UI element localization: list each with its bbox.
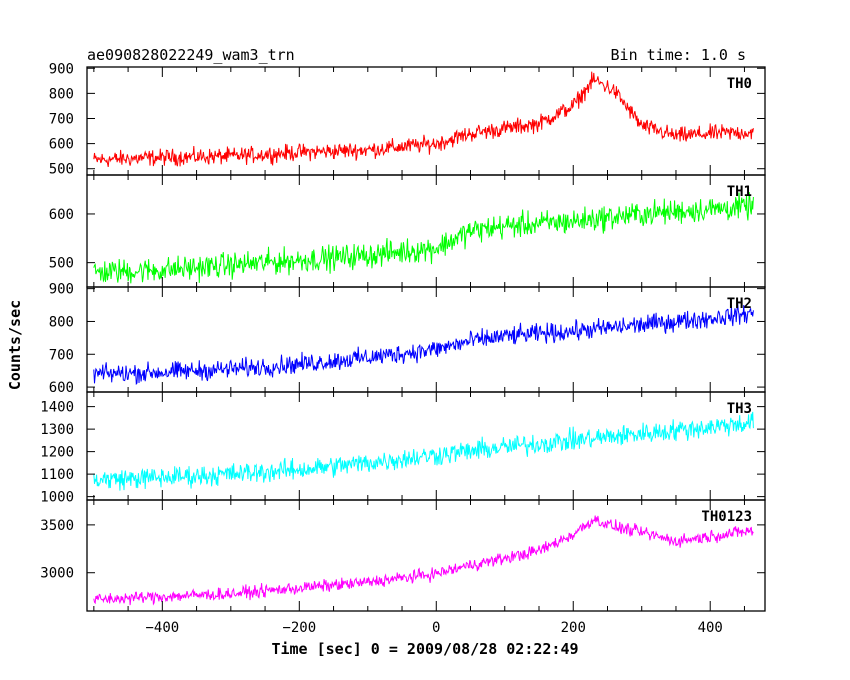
series-line-th0 (93, 71, 754, 167)
x-tick-label: 400 (698, 620, 723, 636)
y-tick-label: 800 (49, 314, 74, 330)
y-tick-label: 900 (49, 282, 74, 298)
chart-title: ae090828022249_wam3_trn (87, 46, 295, 64)
y-tick-label: 600 (49, 207, 74, 223)
y-tick-label: 700 (49, 347, 74, 363)
panel-label-th0123: TH0123 (701, 509, 752, 525)
panel-label-th1: TH1 (727, 184, 752, 200)
y-tick-label: 1400 (40, 400, 74, 416)
panel-th0: TH0 500 600 700 800 900 (49, 61, 766, 178)
panel-th3: TH3 1000 1100 1200 1300 1400 (40, 391, 766, 506)
panel-frame (86, 499, 766, 612)
y-tick-label: 600 (49, 137, 74, 153)
panel-label-th2: TH2 (727, 296, 752, 312)
x-axis-label: Time [sec] 0 = 2009/08/28 02:22:49 (271, 640, 578, 658)
panel-th1: TH1 500 600 (49, 174, 766, 288)
y-tick-label: 3500 (40, 518, 74, 534)
y-tick-label: 500 (49, 162, 74, 178)
y-tick-label: 900 (49, 61, 74, 77)
x-tick-label: 200 (561, 620, 586, 636)
y-axis-label: Counts/sec (6, 300, 24, 390)
y-tick-label: 1300 (40, 422, 74, 438)
panel-th2: TH2 600 700 800 900 (49, 282, 766, 396)
y-tick-label: 1100 (40, 467, 74, 483)
panel-label-th3: TH3 (727, 401, 752, 417)
y-tick-label: 600 (49, 380, 74, 396)
x-axis: −400 −200 0 200 400 (93, 67, 745, 636)
series-line-th2 (93, 303, 754, 386)
panel-label-th0: TH0 (727, 76, 752, 92)
y-tick-label: 700 (49, 111, 74, 127)
panel-th0123: TH0123 3000 3500 (40, 499, 766, 612)
panels: TH0 500 600 700 800 900 TH1 500 600 TH2 600 700 800 9… (40, 61, 766, 612)
series-line-th3 (93, 411, 754, 491)
bin-time-label: Bin time: 1.0 s (611, 46, 746, 64)
panel-frame (86, 66, 766, 176)
series-line-th1 (93, 191, 754, 284)
y-tick-label: 1200 (40, 445, 74, 461)
y-tick-label: 800 (49, 86, 74, 102)
y-tick-label: 3000 (40, 566, 74, 582)
x-tick-label: 0 (432, 620, 440, 636)
series-line-th0123 (93, 515, 754, 606)
x-tick-label: −200 (282, 620, 316, 636)
y-tick-label: 500 (49, 256, 74, 272)
x-tick-label: −400 (145, 620, 179, 636)
y-tick-label: 1000 (40, 490, 74, 506)
